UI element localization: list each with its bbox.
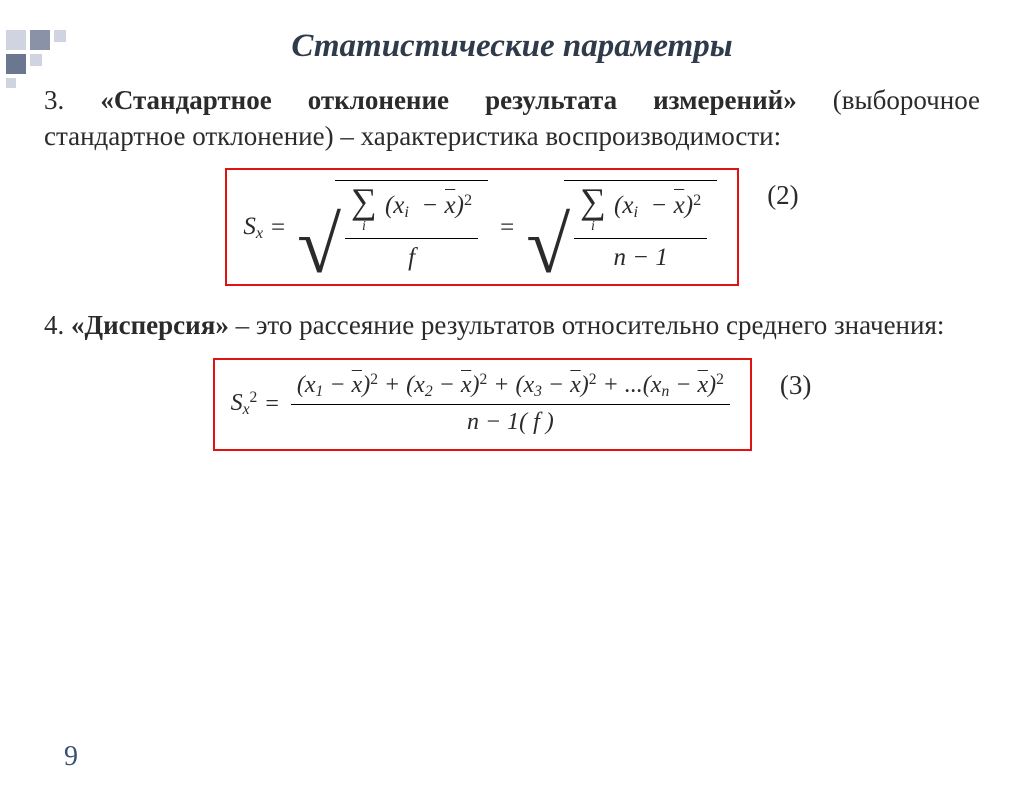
x3b: x xyxy=(523,372,534,398)
xbar-2: x xyxy=(674,189,685,222)
slide-content: 3. «Стандартное отклонение результата из… xyxy=(0,65,1024,451)
f2-frac1-num: ∑ i (xi − x)2 xyxy=(345,185,478,238)
xb3: x xyxy=(570,370,581,402)
xb2: x xyxy=(461,370,472,402)
f2-sqrt-1: √ ∑ i (xi − x)2 xyxy=(297,180,488,274)
f3-denom: n − 1( f ) xyxy=(461,405,560,439)
x3s: 3 xyxy=(534,383,542,400)
x2b: x xyxy=(414,372,425,398)
section-4-text: 4. «Дисперсия» – это рассеяние результат… xyxy=(44,308,980,344)
deco-square xyxy=(30,30,50,50)
f2-sqrt1-body: ∑ i (xi − x)2 f xyxy=(335,180,488,274)
dots: + ... xyxy=(603,372,643,398)
en: 2 xyxy=(716,371,724,388)
f2-frac-2: ∑ i (xi − x)2 n − 1 xyxy=(574,185,707,274)
x2s: 2 xyxy=(425,383,433,400)
xns: n xyxy=(661,383,669,400)
e1: 2 xyxy=(370,371,378,388)
section-3-bold: «Стандартное отклонение результата измер… xyxy=(100,85,796,115)
formula-3-row: Sx2 = (x1 − x)2 + (x2 − x)2 + (x3 − x)2 … xyxy=(44,358,980,451)
exp-2: 2 xyxy=(693,191,701,209)
xbar-1: x xyxy=(445,189,456,222)
formula-2-number: (2) xyxy=(767,178,798,214)
f3-numerator: (x1 − x)2 + (x2 − x)2 + (x3 − x)2 + ...(… xyxy=(291,370,730,405)
e3: 2 xyxy=(589,371,597,388)
formula-2-math: Sx = √ ∑ i (xi − x)2 xyxy=(243,180,721,274)
xnb: x xyxy=(651,372,662,398)
denom2-n: n xyxy=(613,244,626,271)
deco-square xyxy=(6,30,26,50)
exp-1: 2 xyxy=(464,191,472,209)
formula-2-row: Sx = √ ∑ i (xi − x)2 xyxy=(44,168,980,286)
formula-3-math: Sx2 = (x1 − x)2 + (x2 − x)2 + (x3 − x)2 … xyxy=(231,370,734,439)
deco-square xyxy=(6,54,26,74)
equals-2: = xyxy=(500,211,514,244)
section-3-number: 3. xyxy=(44,85,64,115)
f3-lhs-sup: 2 xyxy=(250,389,258,406)
formula-2-box: Sx = √ ∑ i (xi − x)2 xyxy=(225,168,739,286)
f2-lhs: Sx xyxy=(243,210,263,244)
f2-frac-1: ∑ i (xi − x)2 f xyxy=(345,185,478,274)
sum-sub-2: i xyxy=(591,218,595,236)
xi-base: x xyxy=(393,192,404,219)
formula-3-number: (3) xyxy=(780,368,811,404)
f3-frac: (x1 − x)2 + (x2 − x)2 + (x3 − x)2 + ...(… xyxy=(291,370,730,439)
deco-square xyxy=(30,54,42,66)
deco-square xyxy=(6,78,16,88)
equals-1: = xyxy=(271,211,285,244)
xi-base-2: x xyxy=(622,192,633,219)
f2-lhs-base: S xyxy=(243,213,256,240)
denom2-1: 1 xyxy=(655,244,668,271)
f3-lhs-base: S xyxy=(231,390,243,416)
f3-lhs: Sx2 xyxy=(231,388,258,421)
section-4-bold: «Дисперсия» xyxy=(71,310,229,340)
f2-sqrt-2: √ ∑ i (xi − x)2 xyxy=(526,180,717,274)
f2-frac2-num: ∑ i (xi − x)2 xyxy=(574,185,707,238)
page-number: 9 xyxy=(64,741,78,773)
f2-denom2: n − 1 xyxy=(607,239,673,274)
section-4-rest: – это рассеяние результатов относительно… xyxy=(229,310,945,340)
sum-icon-2: ∑ i xyxy=(580,185,606,236)
f3-lhs-sub: x xyxy=(243,401,250,418)
xi-sub-2: i xyxy=(633,203,638,221)
f2-lhs-sub: x xyxy=(256,224,263,242)
f2-denom1: f xyxy=(402,239,421,274)
corner-decoration xyxy=(0,28,120,88)
formula-3-box: Sx2 = (x1 − x)2 + (x2 − x)2 + (x3 − x)2 … xyxy=(213,358,752,451)
xi-sub: i xyxy=(404,203,409,221)
section-3-text: 3. «Стандартное отклонение результата из… xyxy=(44,83,980,154)
e2: 2 xyxy=(479,371,487,388)
section-4-number: 4. xyxy=(44,310,64,340)
sum-icon: ∑ i xyxy=(351,185,377,236)
xbn: x xyxy=(697,370,708,402)
deco-square xyxy=(54,30,66,42)
xb1: x xyxy=(352,370,363,402)
x1s: 1 xyxy=(316,383,324,400)
x1b: x xyxy=(305,372,316,398)
slide-title: Статистические параметры xyxy=(0,28,1024,65)
sum-sub: i xyxy=(362,218,366,236)
equals-3: = xyxy=(265,389,279,421)
f2-sqrt2-body: ∑ i (xi − x)2 n − 1 xyxy=(564,180,717,274)
